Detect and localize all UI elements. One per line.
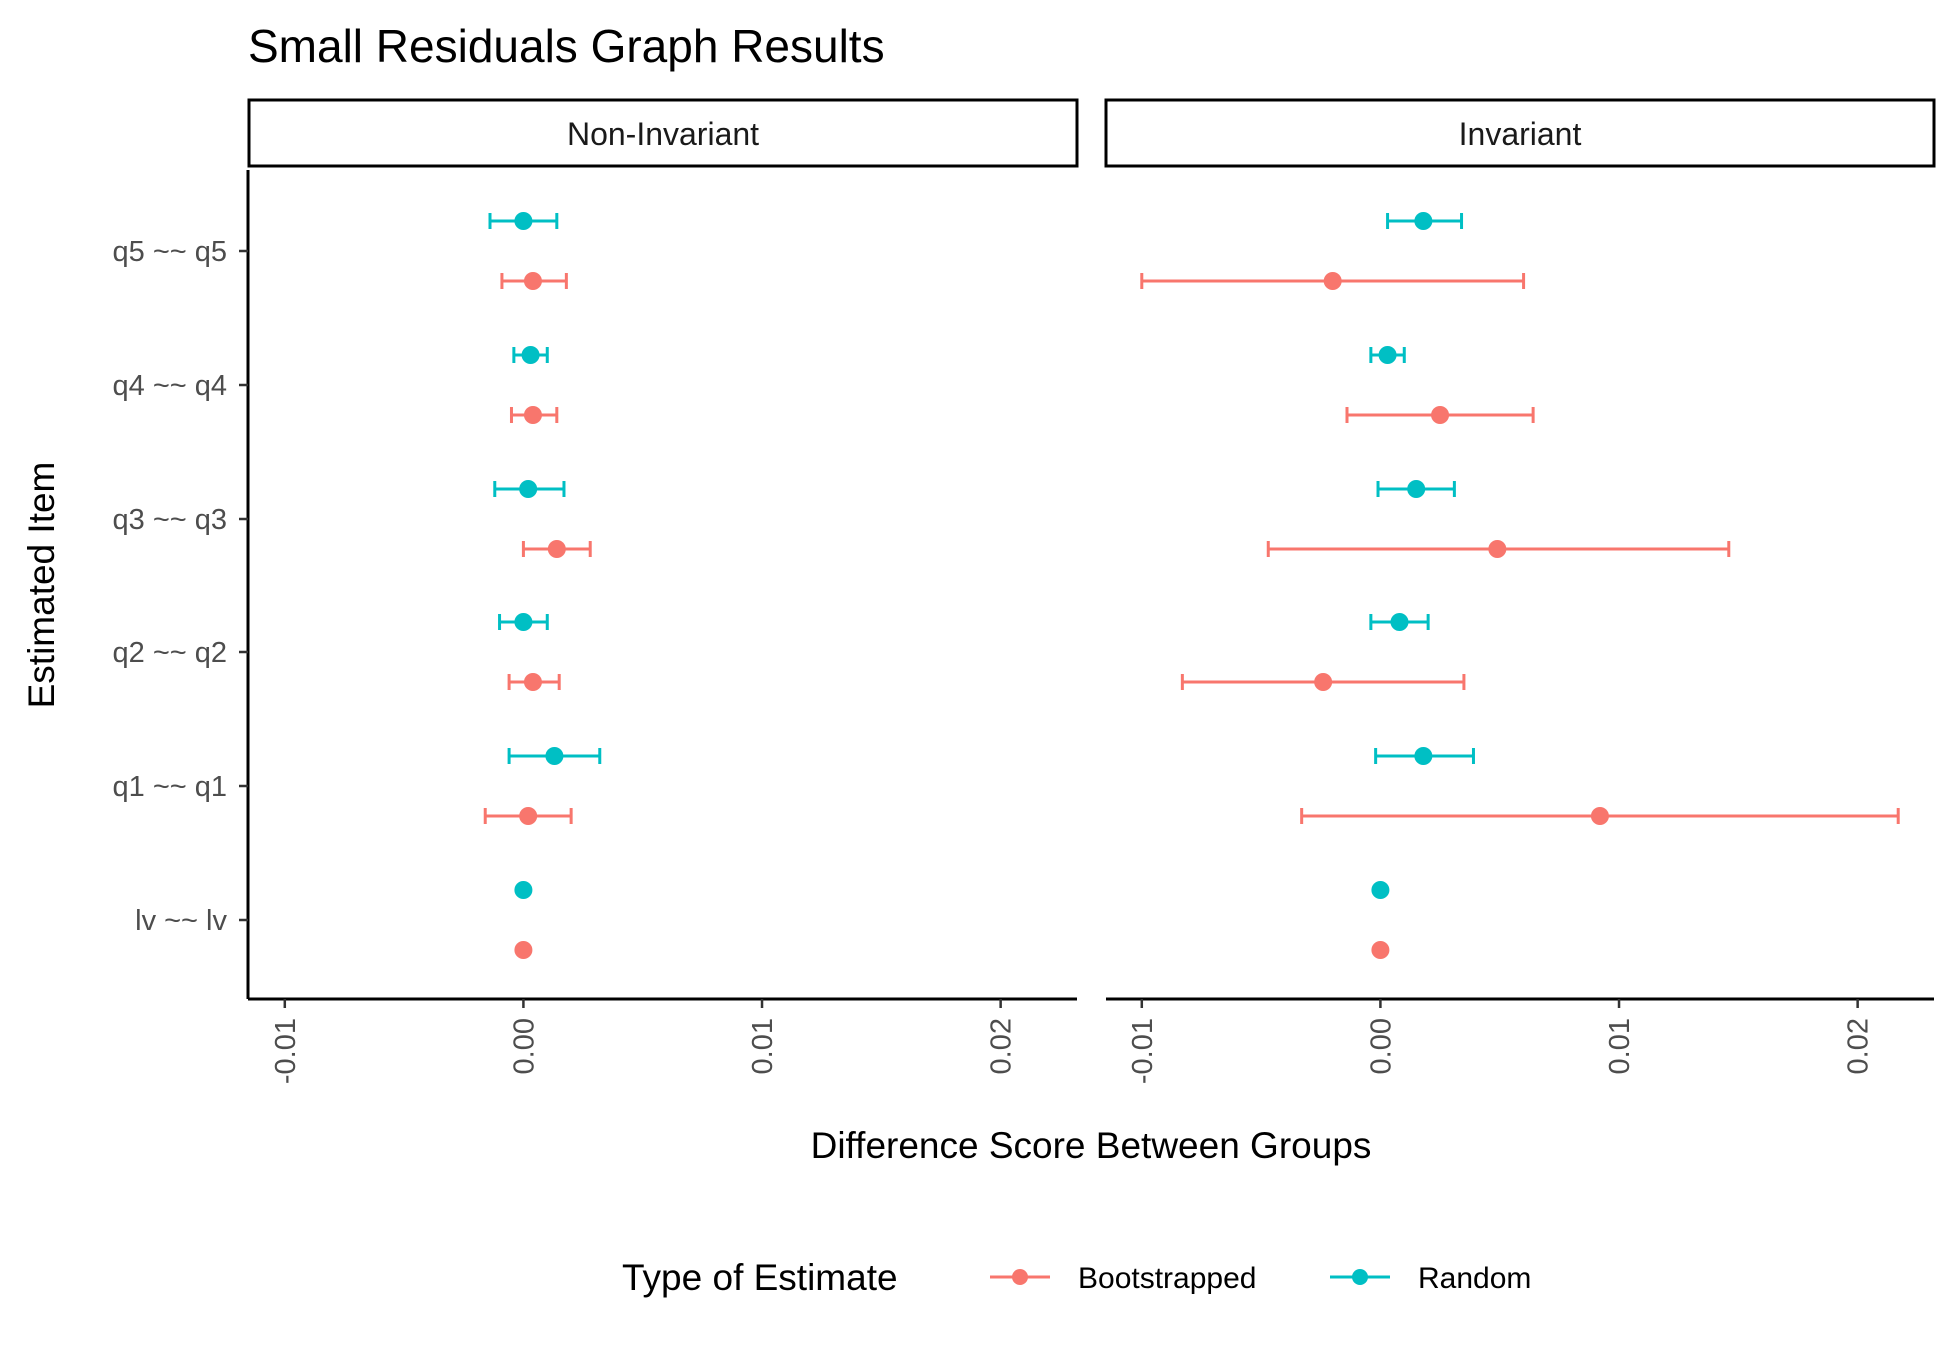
x-tick-label: 0.01 — [1604, 1018, 1636, 1074]
y-tick-q3: q3 ~~ q3 — [113, 504, 248, 536]
estimate-point — [1378, 346, 1397, 364]
estimate-point — [1314, 673, 1333, 691]
facet-strip-invariant: Invariant — [1104, 98, 1936, 168]
point-bootstrapped — [1345, 406, 1535, 424]
facet-label-non-invariant: Non-Invariant — [567, 116, 759, 152]
point-bootstrapped — [1371, 941, 1390, 959]
y-tick-q4: q4 ~~ q4 — [113, 370, 248, 402]
point-random — [1369, 346, 1406, 364]
panel-non-invariant — [246, 170, 1077, 1001]
point-bootstrapped — [500, 272, 568, 290]
point-bootstrapped — [1266, 540, 1731, 558]
estimate-point — [1390, 613, 1409, 631]
point-random — [1371, 881, 1390, 899]
point-random — [1386, 212, 1464, 230]
y-tick-label: q2 ~~ q2 — [113, 637, 228, 669]
estimate-point — [514, 941, 533, 959]
estimate-point — [1488, 540, 1507, 558]
estimate-point — [1414, 212, 1433, 230]
facet-label-invariant: Invariant — [1459, 116, 1582, 152]
x-tick-label: 0.02 — [1843, 1018, 1875, 1074]
estimate-point — [1414, 747, 1433, 765]
point-random — [507, 747, 602, 765]
legend-key-bootstrapped — [990, 1269, 1050, 1285]
x-axis-ticks: -0.01 0.00 0.01 0.02 -0.01 0.00 0.01 0.02 — [270, 999, 1875, 1084]
estimate-point — [1431, 406, 1450, 424]
estimate-point — [1371, 941, 1390, 959]
facet-strip-non-invariant: Non-Invariant — [247, 98, 1079, 168]
legend-label-random: Random — [1418, 1262, 1531, 1295]
point-bootstrapped — [514, 941, 533, 959]
estimate-point — [545, 747, 564, 765]
point-bootstrapped — [1140, 272, 1526, 290]
estimate-point — [1323, 272, 1342, 290]
x-tick-label: 0.00 — [508, 1018, 540, 1074]
estimate-point — [1407, 480, 1426, 498]
point-random — [488, 212, 559, 230]
point-random — [514, 881, 533, 899]
estimate-point — [1371, 881, 1390, 899]
y-tick-label: q1 ~~ q1 — [113, 771, 228, 803]
estimate-point — [1590, 807, 1609, 825]
y-axis: q5 ~~ q5 q4 ~~ q4 q3 ~~ q3 q2 ~~ q2 q1 ~… — [113, 236, 248, 937]
point-bootstrapped — [509, 406, 559, 424]
estimate-point — [519, 807, 538, 825]
y-tick-q1: q1 ~~ q1 — [113, 771, 248, 803]
estimate-point — [519, 480, 538, 498]
data-marks — [483, 212, 1900, 959]
estimate-point — [523, 406, 542, 424]
estimate-point — [547, 540, 566, 558]
x-tick-label: -0.01 — [270, 1018, 302, 1084]
point-bootstrapped — [1300, 807, 1900, 825]
point-bootstrapped — [507, 673, 561, 691]
x-tick-label: 0.02 — [986, 1018, 1018, 1074]
estimate-point — [514, 613, 533, 631]
y-axis-title: Estimated Item — [21, 462, 62, 709]
point-random — [1376, 480, 1456, 498]
legend-key-random — [1330, 1269, 1390, 1285]
point-bootstrapped — [1180, 673, 1466, 691]
legend-label-bootstrapped: Bootstrapped — [1078, 1262, 1256, 1295]
x-axis-title: Difference Score Between Groups — [811, 1125, 1372, 1166]
y-tick-label: q3 ~~ q3 — [113, 504, 228, 536]
point-random — [1369, 613, 1430, 631]
legend: Type of Estimate Bootstrapped Random — [622, 1257, 1531, 1298]
estimate-point — [521, 346, 540, 364]
estimate-point — [514, 881, 533, 899]
point-random — [1374, 747, 1475, 765]
y-tick-q2: q2 ~~ q2 — [113, 637, 248, 669]
point-random — [512, 346, 549, 364]
x-tick-label: -0.01 — [1127, 1018, 1159, 1084]
point-bootstrapped — [483, 807, 573, 825]
y-tick-label: q5 ~~ q5 — [113, 236, 228, 268]
x-tick-label: 0.00 — [1365, 1018, 1397, 1074]
point-bootstrapped — [521, 540, 592, 558]
x-tick-label: 0.01 — [747, 1018, 779, 1074]
estimate-point — [523, 673, 542, 691]
estimate-point — [514, 212, 533, 230]
y-tick-label: lv ~~ lv — [135, 905, 227, 937]
point-random — [498, 613, 549, 631]
y-tick-lv: lv ~~ lv — [135, 905, 248, 937]
chart-title: Small Residuals Graph Results — [248, 20, 885, 72]
y-tick-label: q4 ~~ q4 — [113, 370, 228, 402]
legend-title: Type of Estimate — [622, 1257, 898, 1298]
estimate-point — [523, 272, 542, 290]
point-random — [493, 480, 566, 498]
y-tick-q5: q5 ~~ q5 — [113, 236, 248, 268]
